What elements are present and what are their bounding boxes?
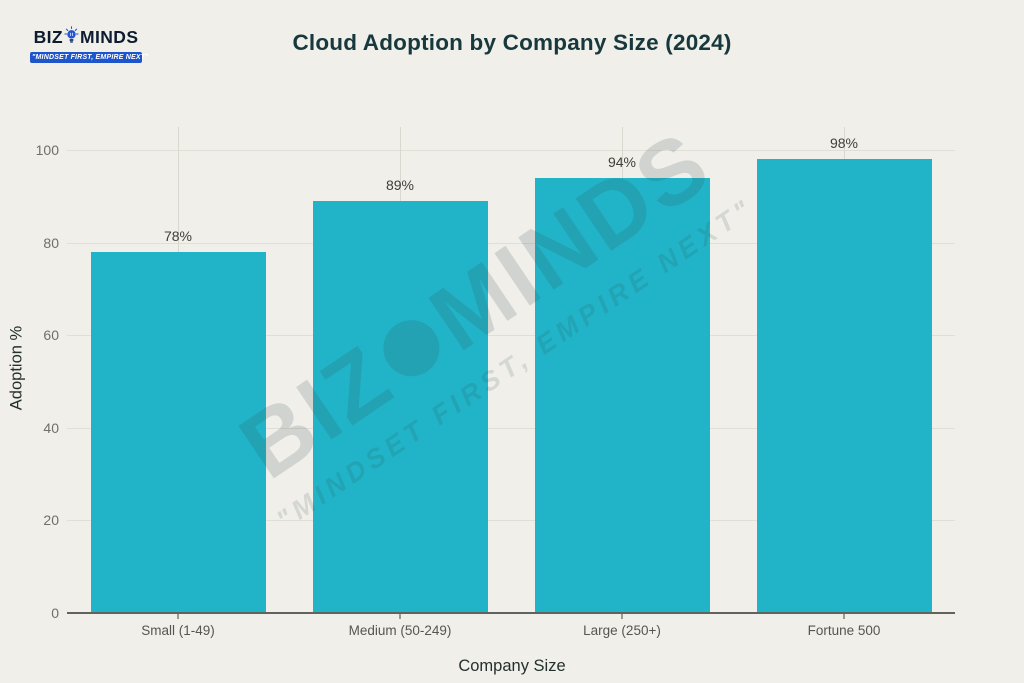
bar-value-label: 78% (163, 227, 193, 244)
gridline-h (67, 242, 955, 244)
logo-wordmark: BIZ MINDS (30, 26, 142, 49)
chart-title: Cloud Adoption by Company Size (2024) (292, 30, 732, 55)
bar-value-label: 89% (385, 176, 415, 193)
x-axis-title: Company Size (458, 657, 566, 675)
bar (534, 177, 710, 613)
bar (90, 251, 266, 613)
x-tick-mark (843, 614, 845, 619)
bar (312, 200, 488, 613)
y-tick-label: 40 (43, 419, 59, 436)
gridline-h (67, 335, 955, 337)
logo-text-biz: BIZ (33, 26, 63, 47)
logo-text-minds: MINDS (80, 26, 139, 47)
gridline-h (67, 520, 955, 522)
bar-value-label: 94% (607, 153, 637, 170)
bizminds-logo: BIZ MINDS "MINDSET FIR (30, 26, 149, 63)
x-axis-line (67, 612, 955, 614)
x-tick-label: Medium (50-249) (348, 623, 452, 638)
gridline-h (67, 427, 955, 429)
x-tick-mark (399, 614, 401, 619)
bar-value-label: 98% (829, 135, 859, 152)
x-tick-label: Small (1-49) (141, 623, 215, 638)
bar (756, 159, 932, 613)
y-tick-label: 80 (43, 234, 59, 251)
y-tick-label: 60 (43, 327, 59, 344)
x-tick-mark (621, 614, 623, 619)
y-tick-label: 0 (51, 605, 59, 621)
x-tick-label: Large (250+) (583, 623, 661, 638)
x-tick-mark (177, 614, 179, 619)
x-tick-label: Fortune 500 (807, 623, 881, 638)
y-tick-label: 100 (35, 142, 59, 158)
y-tick-label: 20 (43, 512, 59, 529)
lightbulb-icon (64, 26, 79, 49)
gridline-h (67, 150, 955, 151)
logo-tagline: "MINDSET FIRST, EMPIRE NEXT" (30, 51, 149, 63)
